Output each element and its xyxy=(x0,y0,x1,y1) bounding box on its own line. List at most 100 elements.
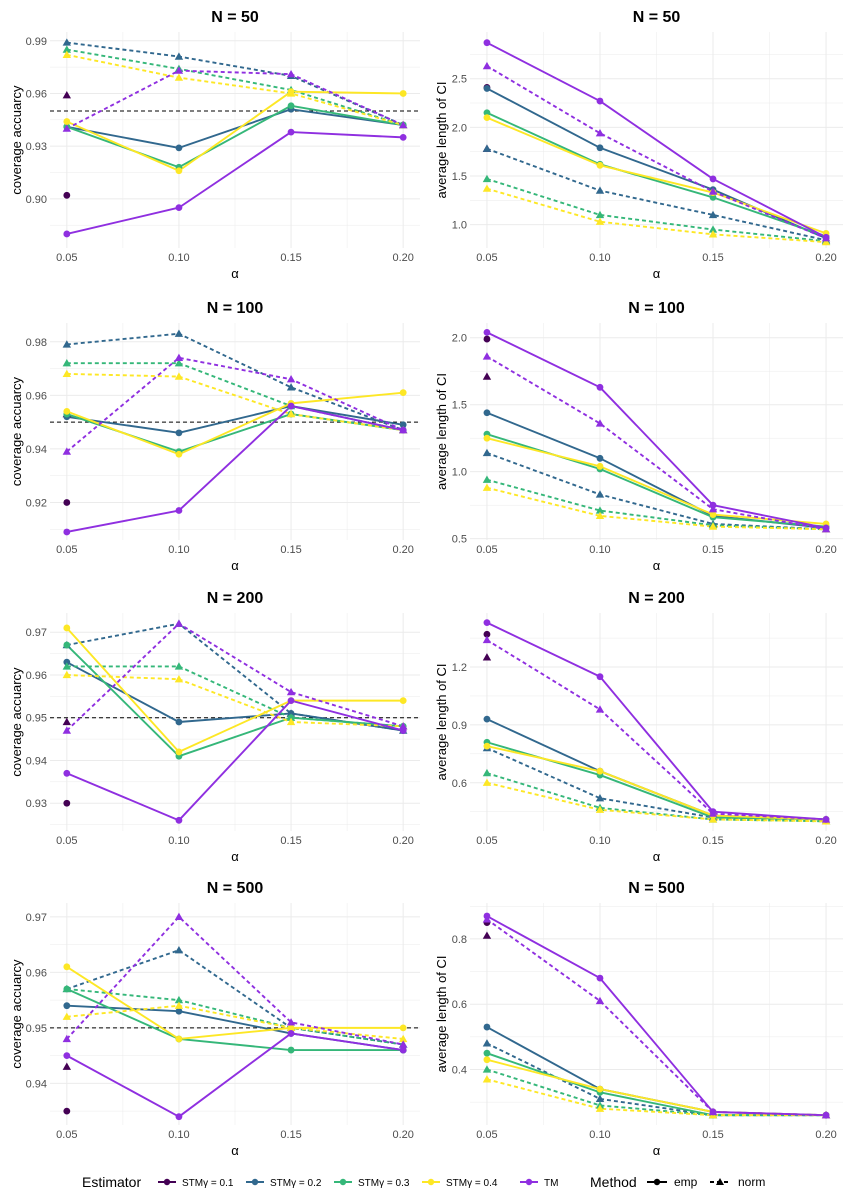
x-tick-label: 0.15 xyxy=(280,544,301,556)
data-point xyxy=(595,186,605,194)
data-point xyxy=(63,963,71,971)
data-point xyxy=(174,945,184,954)
panel-3: 0.05 0.10 0.15 0.20 0.92 0.94 0.96 0.98 N = 100 α… xyxy=(9,300,420,573)
data-point xyxy=(174,1001,184,1009)
y-tick-label: 0.97 xyxy=(26,912,47,924)
legend-item-norm: norm xyxy=(710,1175,765,1189)
series-line-TM-emp xyxy=(486,915,827,1117)
series-line-STM_0.3-norm xyxy=(486,772,827,823)
series-line-STM_0.3-norm xyxy=(486,478,827,531)
data-point xyxy=(286,409,296,418)
y-tick-label: 0.94 xyxy=(26,755,47,767)
data-point xyxy=(709,175,717,183)
legend-label: TM xyxy=(544,1178,558,1189)
data-point xyxy=(595,511,605,520)
data-point xyxy=(62,662,72,670)
data-point xyxy=(595,490,605,498)
data-point xyxy=(399,90,407,97)
series-line-STM_0.3-emp xyxy=(486,111,827,238)
series-line-TM-norm xyxy=(486,918,827,1117)
panel-title: N = 500 xyxy=(207,880,264,897)
data-point xyxy=(174,372,184,380)
series-line-TM-norm xyxy=(66,69,404,130)
series-line-STM_0.4-norm xyxy=(486,486,827,531)
series-line-STM_0.3-norm xyxy=(66,665,404,728)
x-tick-label: 0.10 xyxy=(168,544,189,556)
data-point xyxy=(596,97,604,105)
x-axis-label: α xyxy=(231,558,239,573)
y-axis-label: coverage accuarcy xyxy=(9,959,24,1069)
legend-key-marker xyxy=(525,1178,533,1186)
legend-key-marker xyxy=(716,1178,724,1185)
series-line-STM_0.4-norm xyxy=(66,1004,404,1040)
data-point xyxy=(174,995,184,1004)
data-point xyxy=(175,1035,183,1043)
data-point xyxy=(286,89,296,97)
y-tick-label: 1.0 xyxy=(452,220,467,232)
data-point xyxy=(483,409,491,417)
legend-title-method: Method xyxy=(590,1174,637,1190)
series-line-TM-norm xyxy=(486,355,827,531)
data-point xyxy=(286,687,296,696)
x-axis-label: α xyxy=(653,849,661,864)
data-point xyxy=(596,1085,604,1093)
panel-8: 0.05 0.10 0.15 0.20 0.4 0.6 0.8 N = 500 α average… xyxy=(434,880,843,1158)
data-point xyxy=(63,528,71,536)
data-point xyxy=(287,697,295,705)
data-point xyxy=(596,161,604,169)
y-axis-label: coverage accuarcy xyxy=(9,376,24,486)
series-line-TM-emp xyxy=(486,41,827,239)
data-point xyxy=(596,462,604,470)
y-tick-label: 0.93 xyxy=(26,141,47,153)
y-tick-label: 0.96 xyxy=(26,967,47,979)
series-line-STM_0.4-emp xyxy=(66,90,404,172)
data-point xyxy=(482,635,492,644)
data-point xyxy=(286,713,296,721)
data-point xyxy=(287,1030,295,1037)
data-point xyxy=(286,375,296,383)
y-axis-label: average length of CI xyxy=(434,955,449,1072)
series-line-STM_0.2-norm xyxy=(66,332,404,432)
x-tick-label: 0.05 xyxy=(476,252,497,264)
data-point xyxy=(595,996,605,1005)
data-point xyxy=(287,128,295,136)
data-point xyxy=(62,447,72,455)
data-point xyxy=(174,675,184,683)
legend-label: STMγ = 0.4 xyxy=(446,1178,498,1189)
data-point xyxy=(175,144,183,152)
data-point xyxy=(595,128,605,137)
x-tick-label: 0.05 xyxy=(56,252,77,264)
y-tick-label: 0.95 xyxy=(26,713,47,725)
data-point xyxy=(286,1018,296,1026)
x-tick-label: 0.10 xyxy=(589,544,610,556)
y-tick-label: 0.92 xyxy=(26,497,47,509)
legend-key-marker xyxy=(251,1178,259,1186)
data-point xyxy=(596,144,604,152)
panel-title: N = 50 xyxy=(211,9,259,26)
panel-grid: 0.05 0.10 0.15 0.20 0.90 0.93 0.96 0.99 N = 50 α c… xyxy=(9,9,843,1158)
legend-item-STM_0.2: STMγ = 0.2 xyxy=(246,1178,322,1189)
series-line-STM_0.3-emp xyxy=(66,988,404,1052)
data-point xyxy=(596,673,604,681)
series-line-TM-emp xyxy=(66,1032,404,1118)
y-tick-label: 1.2 xyxy=(452,662,467,674)
y-tick-label: 1.5 xyxy=(452,400,467,412)
data-point xyxy=(483,630,491,638)
series-line-STM_0.3-norm xyxy=(486,178,827,243)
x-tick-label: 0.20 xyxy=(815,544,836,556)
panel-title: N = 50 xyxy=(633,9,681,26)
data-point xyxy=(63,408,71,415)
series-line-STM_0.4-norm xyxy=(66,372,404,432)
data-point xyxy=(63,624,71,632)
legend-item-emp: emp xyxy=(647,1175,698,1189)
data-point xyxy=(483,328,491,336)
data-point xyxy=(483,434,491,442)
data-point xyxy=(62,50,72,58)
data-point xyxy=(399,421,407,429)
data-point xyxy=(63,769,71,777)
data-point xyxy=(708,225,718,233)
series-line-STM_0.4-norm xyxy=(486,781,827,823)
data-point xyxy=(63,191,71,199)
series-line-STM_0.4-emp xyxy=(66,627,404,753)
data-point xyxy=(595,794,605,802)
